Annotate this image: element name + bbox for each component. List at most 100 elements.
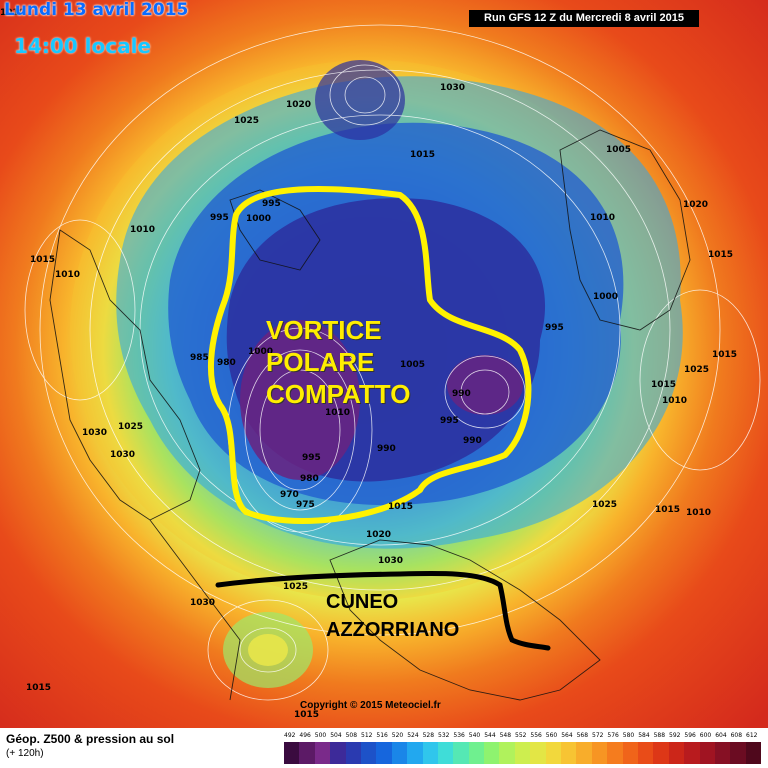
scale-swatch xyxy=(376,742,392,764)
vortex-annotation-line: COMPATTO xyxy=(266,379,411,409)
isobar-label: 995 xyxy=(545,323,564,333)
isobar-label: 1015 xyxy=(388,502,414,512)
scale-value: 564 xyxy=(561,732,573,739)
isobar-label: 1030 xyxy=(378,556,404,566)
vortex-annotation-line: POLARE xyxy=(266,347,375,377)
isobar-label: 990 xyxy=(452,389,471,399)
map-legend: Géop. Z500 & pression au sol (+ 120h) 49… xyxy=(0,728,768,768)
vortex-annotation: VORTICE POLARE COMPATTO xyxy=(266,314,410,410)
scale-value: 612 xyxy=(746,732,758,739)
isobar-label: 1015 xyxy=(30,255,56,265)
scale-value: 580 xyxy=(622,732,635,739)
scale-value: 600 xyxy=(699,732,712,739)
scale-value: 588 xyxy=(653,732,666,739)
scale-swatch xyxy=(468,742,485,764)
scale-swatch xyxy=(284,742,300,764)
isobar-label: 980 xyxy=(217,358,236,368)
weather-map: 1010 1020 1025 1015 1030 1005 1020 1010 … xyxy=(0,0,768,728)
scale-swatch xyxy=(699,742,715,764)
isobar-label: 1010 xyxy=(325,408,351,418)
scale-value: 512 xyxy=(361,732,373,739)
scale-swatch xyxy=(330,742,346,764)
isobar-label: 1015 xyxy=(712,350,738,360)
isobar-label: 1020 xyxy=(286,100,312,110)
isobar-label: 995 xyxy=(210,213,229,223)
scale-swatch xyxy=(484,742,500,764)
scale-value: 556 xyxy=(530,732,542,739)
isobar-label: 1010 xyxy=(590,213,616,223)
wedge-annotation: CUNEO AZZORRIANO xyxy=(326,588,459,644)
isobar-label: 1000 xyxy=(593,292,619,302)
scale-value: 536 xyxy=(453,732,465,739)
scale-value: 500 xyxy=(314,732,327,739)
scale-swatch xyxy=(576,742,592,764)
scale-swatch xyxy=(360,742,377,764)
isobar-label: 1010 xyxy=(686,508,712,518)
isobar-label: 1030 xyxy=(82,428,108,438)
scale-value: 584 xyxy=(638,732,650,739)
scale-swatch xyxy=(637,742,654,764)
scale-swatch xyxy=(653,742,669,764)
scale-value: 516 xyxy=(376,732,388,739)
wedge-line xyxy=(215,570,551,651)
scale-swatch xyxy=(668,742,685,764)
scale-value: 544 xyxy=(484,732,496,739)
scale-value: 576 xyxy=(607,732,619,739)
scale-value: 596 xyxy=(684,732,696,739)
scale-value: 548 xyxy=(499,732,512,739)
isobar-label: 1030 xyxy=(110,450,136,460)
scale-value: 496 xyxy=(299,732,311,739)
isobar-label: 1025 xyxy=(118,422,144,432)
isobar-label: 1030 xyxy=(190,598,216,608)
isobar-label: 1010 xyxy=(55,270,81,280)
vortex-outline xyxy=(208,186,532,524)
forecast-date: Lundi 13 avril 2015 xyxy=(4,0,189,20)
isobar-label: 1010 xyxy=(662,396,688,406)
isobar-label: 1015 xyxy=(708,250,734,260)
scale-swatch xyxy=(391,742,408,764)
copyright-text: Copyright © 2015 Meteociel.fr xyxy=(300,700,441,711)
isobar-label: 995 xyxy=(262,199,281,209)
scale-value: 604 xyxy=(715,732,727,739)
isobar-label: 985 xyxy=(190,353,209,363)
scale-swatch xyxy=(684,742,700,764)
scale-value: 492 xyxy=(284,732,296,739)
scale-swatch xyxy=(299,742,315,764)
isobar-label: 1010 xyxy=(130,225,156,235)
scale-swatch xyxy=(730,742,746,764)
scale-swatch xyxy=(422,742,438,764)
model-run-label: Run GFS 12 Z du Mercredi 8 avril 2015 xyxy=(469,10,699,27)
scale-swatch xyxy=(607,742,623,764)
scale-value: 608 xyxy=(730,732,743,739)
forecast-time: 14:00 locale xyxy=(14,34,151,58)
scale-swatch xyxy=(622,742,638,764)
legend-subtitle: (+ 120h) xyxy=(6,748,44,759)
scale-swatch xyxy=(453,742,469,764)
color-scale xyxy=(284,742,762,764)
isobar-label: 1000 xyxy=(248,347,274,357)
scale-value: 572 xyxy=(592,732,604,739)
scale-swatch xyxy=(407,742,423,764)
isobar-label: 1025 xyxy=(283,582,309,592)
scale-value: 504 xyxy=(330,732,342,739)
scale-swatch xyxy=(591,742,608,764)
scale-swatch xyxy=(437,742,454,764)
wedge-annotation-line: AZZORRIANO xyxy=(326,619,460,641)
isobar-label: 1015 xyxy=(651,380,677,390)
isobar-label: 1015 xyxy=(410,150,436,160)
isobar-label: 1000 xyxy=(246,214,272,224)
scale-value: 508 xyxy=(345,732,358,739)
isobar-label: 1025 xyxy=(592,500,618,510)
scale-swatch xyxy=(714,742,731,764)
isobar-label: 1015 xyxy=(294,710,320,720)
isobar-label: 1010 xyxy=(0,8,26,18)
scale-value: 532 xyxy=(438,732,450,739)
scale-swatch xyxy=(314,742,331,764)
scale-swatch xyxy=(345,742,361,764)
isobar-label: 995 xyxy=(302,453,321,463)
scale-swatch xyxy=(545,742,562,764)
scale-value: 528 xyxy=(422,732,435,739)
vortex-annotation-line: VORTICE xyxy=(266,315,382,345)
isobar-label: 990 xyxy=(377,444,396,454)
isobar-label: 990 xyxy=(463,436,482,446)
